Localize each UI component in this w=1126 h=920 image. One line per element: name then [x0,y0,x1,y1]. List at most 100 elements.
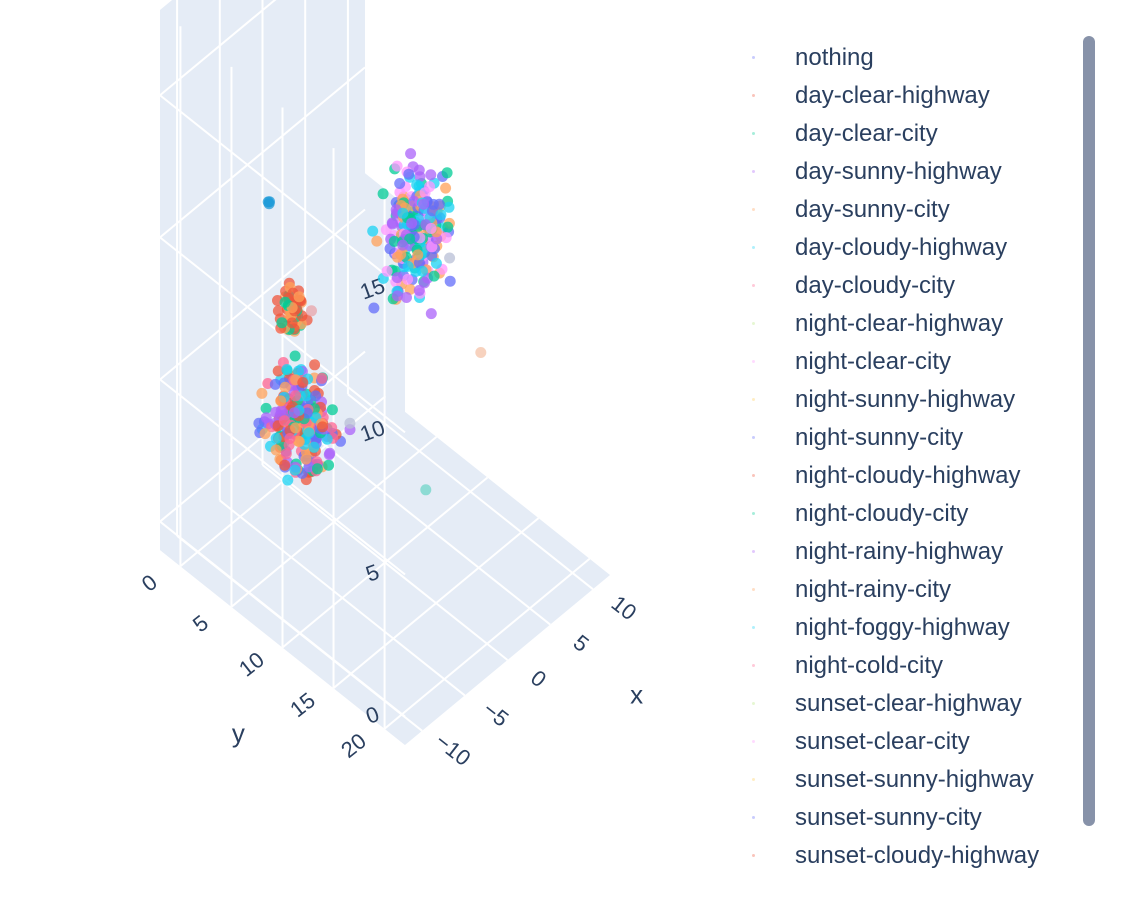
data-point[interactable] [279,381,291,393]
data-point[interactable] [388,235,400,247]
data-point[interactable] [367,225,379,237]
data-point[interactable] [323,449,335,461]
outlier-point[interactable] [475,347,487,358]
legend-item[interactable]: night-sunny-highway [740,380,1080,418]
data-point[interactable] [368,302,380,314]
outlier-point[interactable] [344,417,356,429]
data-point[interactable] [300,453,312,465]
data-point[interactable] [323,459,335,471]
data-point[interactable] [381,265,393,277]
legend-item[interactable]: night-foggy-highway [740,608,1080,646]
data-point[interactable] [412,249,424,261]
data-point[interactable] [292,435,304,447]
data-point[interactable] [402,273,414,285]
data-point[interactable] [310,390,322,402]
legend-item[interactable]: day-clear-highway [740,76,1080,114]
data-point[interactable] [440,182,452,194]
legend-item[interactable]: night-cloudy-city [740,494,1080,532]
data-point[interactable] [269,378,281,390]
data-point[interactable] [392,251,403,263]
legend-item[interactable]: night-sunny-city [740,418,1080,456]
data-point[interactable] [424,181,436,193]
data-point[interactable] [391,272,403,284]
data-point[interactable] [259,428,271,440]
data-point[interactable] [311,463,323,475]
data-point[interactable] [416,265,428,277]
data-point[interactable] [401,292,412,303]
data-point[interactable] [286,317,298,329]
data-point[interactable] [441,167,453,179]
data-point[interactable] [387,218,398,230]
data-points[interactable] [253,148,487,496]
data-point[interactable] [260,412,272,424]
legend-item[interactable]: night-rainy-highway [740,532,1080,570]
data-point[interactable] [270,444,282,456]
data-point[interactable] [290,390,302,402]
data-point[interactable] [282,474,294,486]
legend-item[interactable]: sunset-sunny-city [740,798,1080,836]
legend-item[interactable]: night-cold-city [740,646,1080,684]
legend-item[interactable]: night-rainy-city [740,570,1080,608]
legend-item[interactable]: day-cloudy-highway [740,228,1080,266]
outlier-point[interactable] [444,252,456,264]
data-point[interactable] [276,317,288,329]
data-point[interactable] [279,415,290,427]
data-point[interactable] [408,195,420,207]
data-point[interactable] [413,164,425,176]
data-point[interactable] [413,284,425,296]
data-point[interactable] [440,232,452,244]
data-point[interactable] [403,168,415,180]
data-point[interactable] [279,459,291,471]
data-point[interactable] [444,275,456,287]
data-point[interactable] [281,364,293,375]
data-point[interactable] [425,223,437,234]
data-point[interactable] [288,407,300,419]
data-point[interactable] [303,427,315,439]
data-point[interactable] [270,432,282,444]
data-point[interactable] [428,270,440,282]
data-point[interactable] [270,406,282,418]
legend-item[interactable]: nothing [740,38,1080,76]
data-point[interactable] [425,308,437,320]
data-point[interactable] [443,201,455,213]
data-point[interactable] [397,239,409,251]
legend-item[interactable]: day-sunny-city [740,190,1080,228]
data-point[interactable] [406,217,418,229]
data-point[interactable] [430,257,442,269]
data-point[interactable] [293,365,304,377]
legend-item[interactable]: sunset-sunny-highway [740,760,1080,798]
data-point[interactable] [391,160,403,172]
data-point[interactable] [392,290,403,302]
legend-item[interactable]: sunset-clear-city [740,722,1080,760]
data-point[interactable] [262,196,274,208]
data-point[interactable] [309,359,321,371]
data-point[interactable] [290,422,302,434]
data-point[interactable] [316,372,328,384]
data-point[interactable] [442,221,454,233]
data-point[interactable] [394,178,406,189]
data-point[interactable] [425,169,437,181]
data-point[interactable] [426,241,438,253]
data-point[interactable] [280,448,292,460]
legend-item[interactable]: sunset-clear-highway [740,684,1080,722]
data-point[interactable] [308,441,320,453]
legend-item[interactable]: day-cloudy-city [740,266,1080,304]
legend-item[interactable]: night-cloudy-highway [740,456,1080,494]
data-point[interactable] [326,404,338,416]
data-point[interactable] [435,209,447,221]
data-point[interactable] [289,350,301,362]
legend-item[interactable]: night-clear-city [740,342,1080,380]
data-point[interactable] [418,198,430,210]
data-point[interactable] [405,148,417,160]
legend-item[interactable]: night-clear-highway [740,304,1080,342]
legend[interactable]: nothing day-clear-highway day-clear-city da… [740,38,1080,878]
data-point[interactable] [284,433,296,444]
data-point[interactable] [297,377,309,388]
data-point[interactable] [402,260,414,272]
data-point[interactable] [317,421,328,433]
data-point[interactable] [326,422,338,434]
data-point[interactable] [260,402,272,414]
legend-item[interactable]: day-clear-city [740,114,1080,152]
outlier-point[interactable] [420,484,432,496]
